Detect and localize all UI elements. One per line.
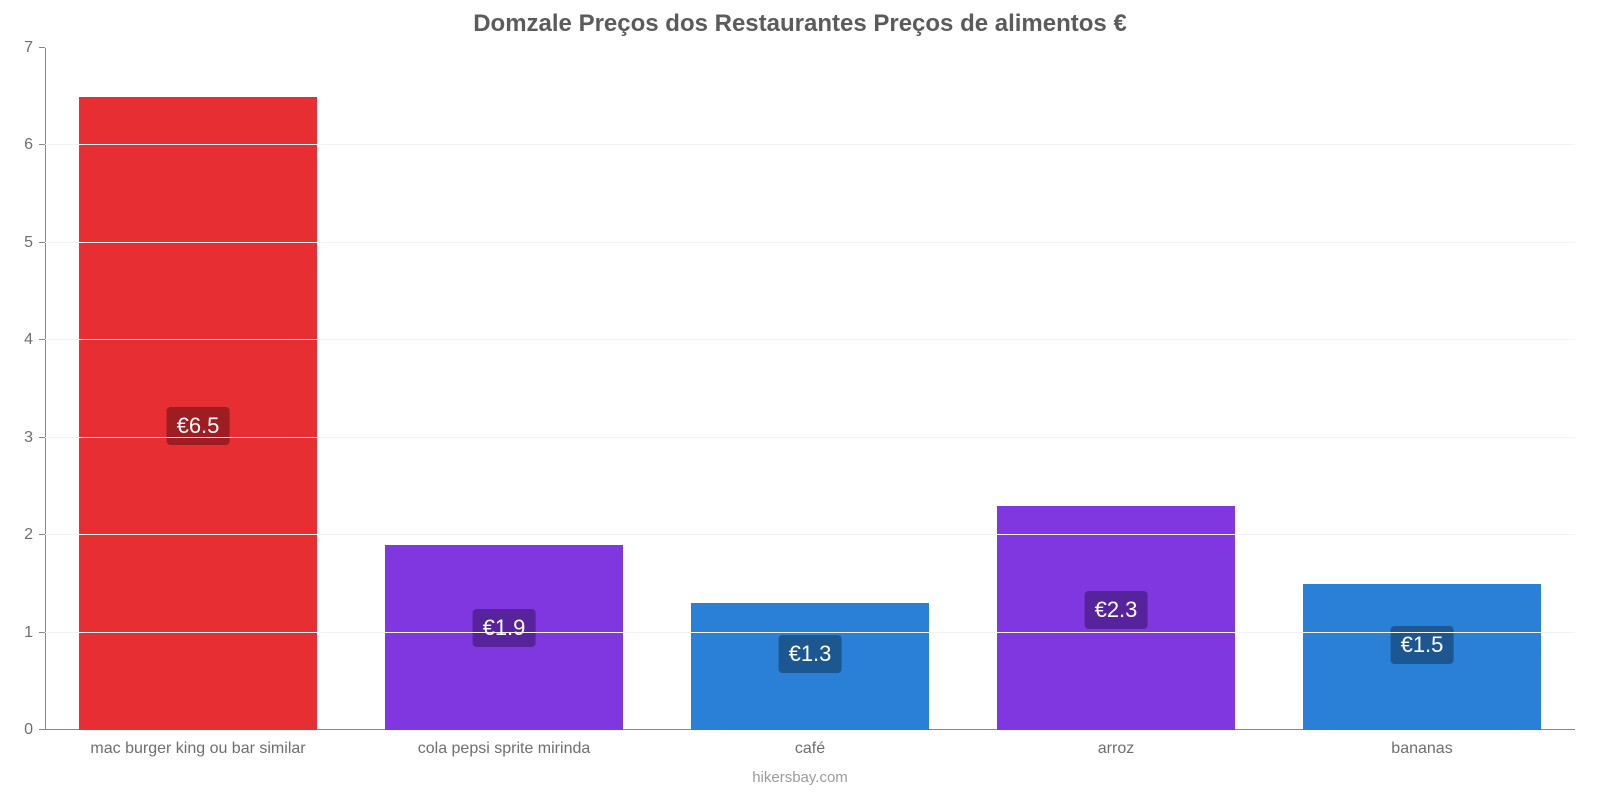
bar-slot: €1.5bananas xyxy=(1269,48,1575,730)
category-label: cola pepsi sprite mirinda xyxy=(418,730,591,758)
plot-area: €6.5mac burger king ou bar similar€1.9co… xyxy=(45,48,1575,730)
category-label: café xyxy=(795,730,825,758)
category-label: mac burger king ou bar similar xyxy=(90,730,305,758)
y-tick-label: 7 xyxy=(24,39,45,57)
y-tick-label: 6 xyxy=(24,136,45,154)
bar-slot: €1.3café xyxy=(657,48,963,730)
value-badge: €6.5 xyxy=(167,407,230,445)
price-bar-chart: Domzale Preços dos Restaurantes Preços d… xyxy=(0,0,1600,800)
gridline xyxy=(45,534,1575,535)
value-badge: €1.3 xyxy=(779,635,842,673)
bar-slot: €6.5mac burger king ou bar similar xyxy=(45,48,351,730)
y-tick-label: 4 xyxy=(24,331,45,349)
bar-slot: €2.3arroz xyxy=(963,48,1269,730)
y-tick-label: 5 xyxy=(24,234,45,252)
y-tick-label: 3 xyxy=(24,429,45,447)
category-label: arroz xyxy=(1098,730,1134,758)
value-badge: €2.3 xyxy=(1085,591,1148,629)
value-badge: €1.9 xyxy=(473,609,536,647)
bar-slot: €1.9cola pepsi sprite mirinda xyxy=(351,48,657,730)
gridline xyxy=(45,144,1575,145)
gridline xyxy=(45,339,1575,340)
category-label: bananas xyxy=(1391,730,1452,758)
bars-container: €6.5mac burger king ou bar similar€1.9co… xyxy=(45,48,1575,730)
gridline xyxy=(45,632,1575,633)
gridline xyxy=(45,242,1575,243)
y-tick-label: 2 xyxy=(24,526,45,544)
y-tick-label: 1 xyxy=(24,624,45,642)
gridline xyxy=(45,437,1575,438)
chart-title: Domzale Preços dos Restaurantes Preços d… xyxy=(0,0,1600,38)
attribution-text: hikersbay.com xyxy=(0,769,1600,786)
y-tick-label: 0 xyxy=(24,721,45,739)
